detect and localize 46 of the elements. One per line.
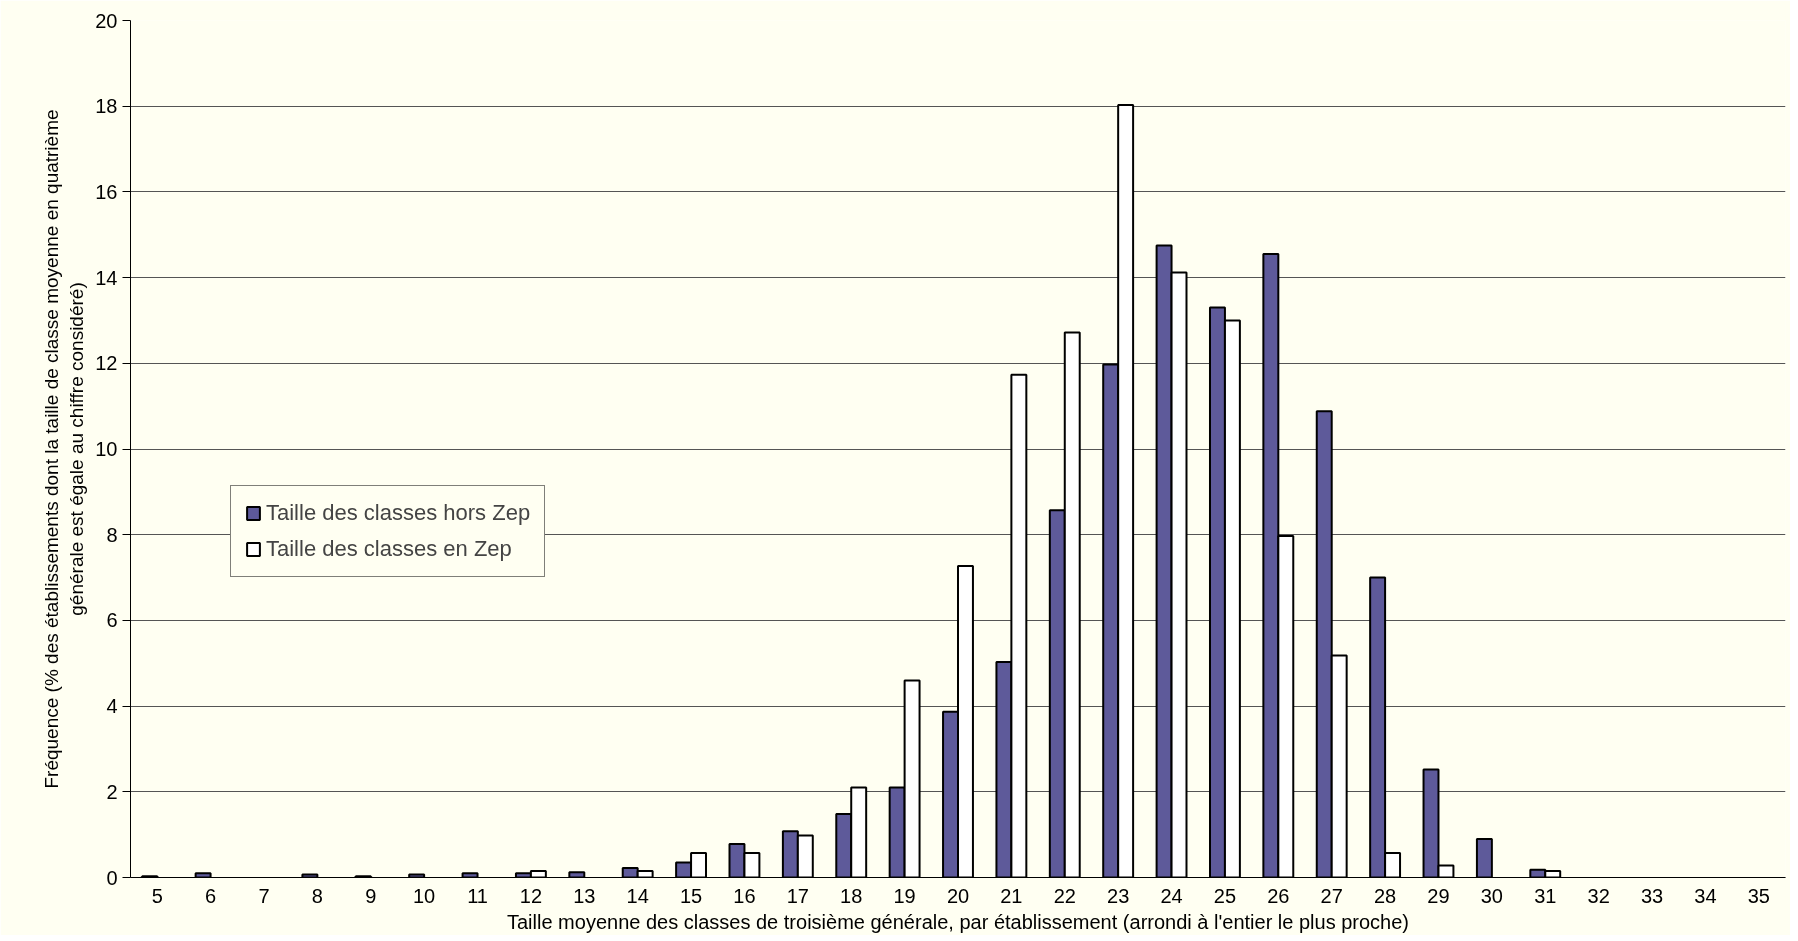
x-tick-label: 15 bbox=[679, 884, 703, 907]
x-tick-label: 20 bbox=[946, 884, 970, 907]
x-tick-label: 26 bbox=[1267, 884, 1290, 907]
y-tick-label: 12 bbox=[95, 352, 118, 375]
y-tick-label: 10 bbox=[95, 438, 118, 460]
x-tick-label: 31 bbox=[1534, 884, 1557, 907]
x-tick-label: 33 bbox=[1640, 884, 1664, 907]
x-tick-label: 8 bbox=[311, 884, 323, 907]
y-tick-label: 16 bbox=[95, 180, 118, 203]
legend-label: Taille des classes hors Zep bbox=[266, 500, 531, 526]
x-tick-label: 17 bbox=[786, 884, 809, 907]
x-tick-label: 5 bbox=[151, 884, 163, 907]
x-tick-label: 13 bbox=[573, 884, 596, 907]
y-tick-label: 8 bbox=[106, 523, 118, 546]
x-tick-label: 21 bbox=[1000, 884, 1023, 907]
x-tick-label: 27 bbox=[1320, 884, 1343, 907]
x-tick-label: 29 bbox=[1427, 884, 1450, 907]
x-tick-label: 12 bbox=[519, 884, 543, 907]
y-tick-label: 2 bbox=[106, 780, 118, 803]
x-tick-label: 35 bbox=[1747, 884, 1770, 907]
legend-label: Taille des classes en Zep bbox=[266, 536, 512, 562]
x-axis-title: Taille moyenne des classes de troisième générale, par établissement (arrondi à l'entier le plus proche) bbox=[506, 910, 1410, 933]
x-tick-label: 7 bbox=[258, 884, 270, 907]
x-tick-label: 9 bbox=[365, 884, 377, 907]
x-tick-label: 22 bbox=[1053, 884, 1076, 907]
x-tick-label: 25 bbox=[1213, 884, 1237, 907]
x-tick-label: 19 bbox=[893, 884, 916, 907]
y-tick-label: 18 bbox=[95, 95, 118, 118]
y-tick-label: 6 bbox=[106, 609, 118, 632]
x-tick-label: 10 bbox=[413, 884, 436, 907]
y-tick-label: 14 bbox=[95, 266, 118, 289]
y-tick-label: 4 bbox=[106, 695, 118, 718]
y-tick-label: 0 bbox=[106, 866, 118, 889]
x-tick-label: 28 bbox=[1373, 884, 1397, 907]
y-axis-title: Fréquence (% des établissements dont la taille de classe moyenne en quatrième générale est égale au chiffre considéré) bbox=[41, 109, 88, 789]
x-tick-label: 34 bbox=[1694, 884, 1717, 907]
y-tick-label: 20 bbox=[95, 9, 118, 32]
x-tick-label: 32 bbox=[1587, 884, 1610, 907]
x-tick-label: 14 bbox=[626, 884, 649, 907]
x-tick-label: 30 bbox=[1480, 884, 1503, 907]
x-tick-label: 11 bbox=[467, 884, 488, 907]
x-tick-label: 24 bbox=[1160, 884, 1183, 907]
x-tick-label: 6 bbox=[205, 884, 217, 907]
x-tick-label: 16 bbox=[733, 884, 756, 907]
x-tick-label: 23 bbox=[1107, 884, 1130, 907]
x-tick-label: 18 bbox=[840, 884, 863, 907]
